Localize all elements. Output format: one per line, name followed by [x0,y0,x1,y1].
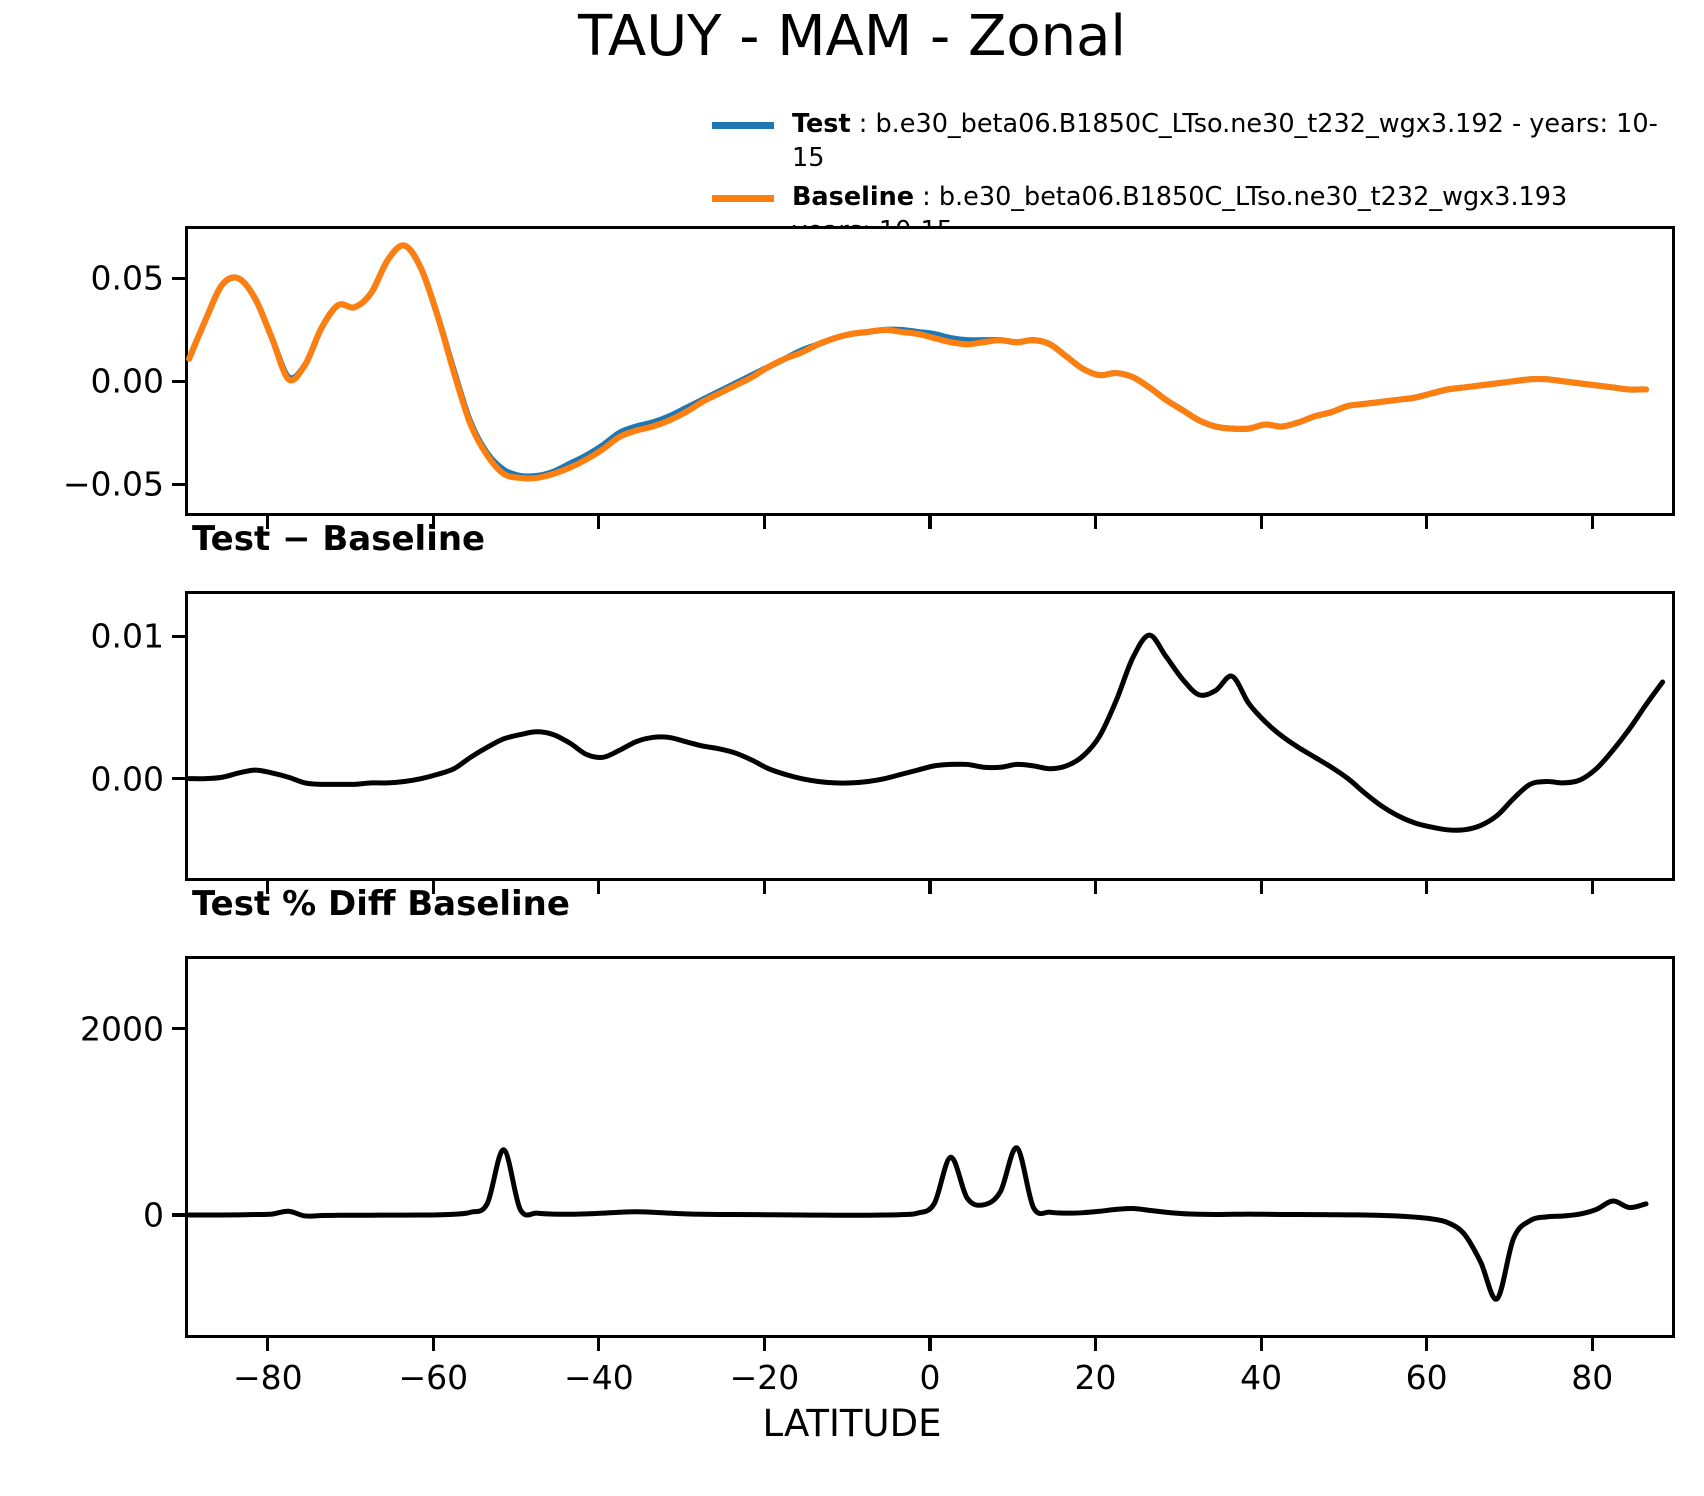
x-tickmark-p1-5 [1093,881,1098,894]
x-tickmark-p2-3 [762,1338,767,1351]
baseline-line-swatch [712,195,774,203]
x-tickmark-p2-2 [597,1338,601,1351]
series-line-test [186,242,1650,480]
series-line-test-diff-baseline [186,1145,1649,1302]
x-tickmark-p0-8 [1590,516,1594,529]
x-tickmark-p2-8 [1590,1338,1594,1351]
x-tickmark-p1-1 [431,881,435,894]
series-line-baseline [186,242,1650,482]
x-tickmark-p0-6 [1259,516,1263,529]
x-tickmark-p2-7 [1425,1338,1429,1351]
x-tick-label-8: 80 [1571,1358,1614,1397]
test-line-swatch [712,122,774,129]
x-tickmark-p1-7 [1425,881,1429,894]
x-tickmark-p0-4 [928,516,932,529]
legend-sep-baseline: : [914,182,939,213]
x-tickmark-p1-0 [266,881,270,894]
x-tick-label-2: −40 [564,1358,634,1397]
zonal-mean-panel [185,226,1675,516]
legend-entry-test-text: Test : b.e30_beta06.B1850C_LTso.ne30_t23… [792,108,1672,175]
legend: Test : b.e30_beta06.B1850C_LTso.ne30_t23… [712,108,1672,255]
zonal-mean-plot-area [186,242,1650,482]
difference-panel [185,591,1675,881]
x-tickmark-p2-1 [431,1338,435,1351]
figure-title: TAUY - MAM - Zonal [578,4,1126,69]
x-tickmark-p1-8 [1590,881,1594,894]
x-tick-label-5: 20 [1074,1358,1117,1397]
x-axis-label: LATITUDE [762,1402,942,1445]
x-tickmark-p2-4 [928,1338,932,1351]
difference-plot-area [186,632,1666,833]
series-line-test-baseline [186,632,1666,833]
legend-sep-test: : [850,109,876,139]
percent-difference-panel-frame [185,956,1675,1338]
x-tick-label-0: −80 [232,1358,303,1397]
y-tick-label-p2-1: 0 [143,1195,164,1235]
y-tick-label-p0-0: 0.05 [90,258,164,298]
percent-difference-panel [185,956,1675,1338]
zonal-mean-panel-frame [185,226,1675,516]
x-tickmark-p2-0 [266,1338,270,1351]
y-tickmark-p2-1 [172,1213,185,1217]
x-tickmark-p1-6 [1259,881,1263,894]
difference-panel-subtitle: Test − Baseline [192,519,486,559]
legend-desc-test: b.e30_beta06.B1850C_LTso.ne30_t232_wgx3.… [792,109,1658,173]
y-tick-label-p2-0: 2000 [80,1009,164,1049]
y-tick-label-p1-1: 0.00 [90,759,164,799]
y-tickmark-p0-2 [172,482,185,486]
x-tickmark-p0-2 [597,516,601,529]
x-tickmark-p2-6 [1259,1338,1263,1351]
legend-entry-test: Test : b.e30_beta06.B1850C_LTso.ne30_t23… [712,108,1672,175]
x-tick-label-3: −20 [729,1358,800,1397]
x-tick-label-6: 40 [1240,1358,1283,1397]
y-tick-label-p1-0: 0.01 [90,616,164,656]
x-tick-label-7: 60 [1405,1358,1448,1397]
x-tickmark-p2-5 [1093,1338,1098,1351]
x-tickmark-p1-2 [597,881,601,894]
x-tickmark-p0-7 [1425,516,1429,529]
x-tickmark-p0-5 [1093,516,1098,529]
difference-panel-frame [185,591,1675,881]
x-tickmark-p0-0 [266,516,270,529]
x-tickmark-p0-3 [762,516,767,529]
percent-difference-panel-subtitle: Test % Diff Baseline [192,884,570,924]
x-tickmark-p0-1 [431,516,435,529]
y-tickmark-p0-1 [172,379,185,383]
x-tickmark-p1-4 [928,881,932,894]
legend-label-test: Test [792,109,851,139]
x-tick-label-1: −60 [398,1358,469,1397]
y-tick-label-p0-1: 0.00 [90,361,164,401]
y-tickmark-p2-0 [172,1027,185,1031]
legend-label-baseline: Baseline [792,182,915,213]
y-tickmark-p0-0 [172,276,185,281]
x-tickmark-p1-3 [762,881,767,894]
y-tick-label-p0-2: −0.05 [62,464,164,504]
percent-difference-plot-area [186,1145,1649,1302]
x-tick-label-4: 0 [919,1358,941,1397]
y-tickmark-p1-0 [172,634,185,639]
y-tickmark-p1-1 [172,777,185,781]
